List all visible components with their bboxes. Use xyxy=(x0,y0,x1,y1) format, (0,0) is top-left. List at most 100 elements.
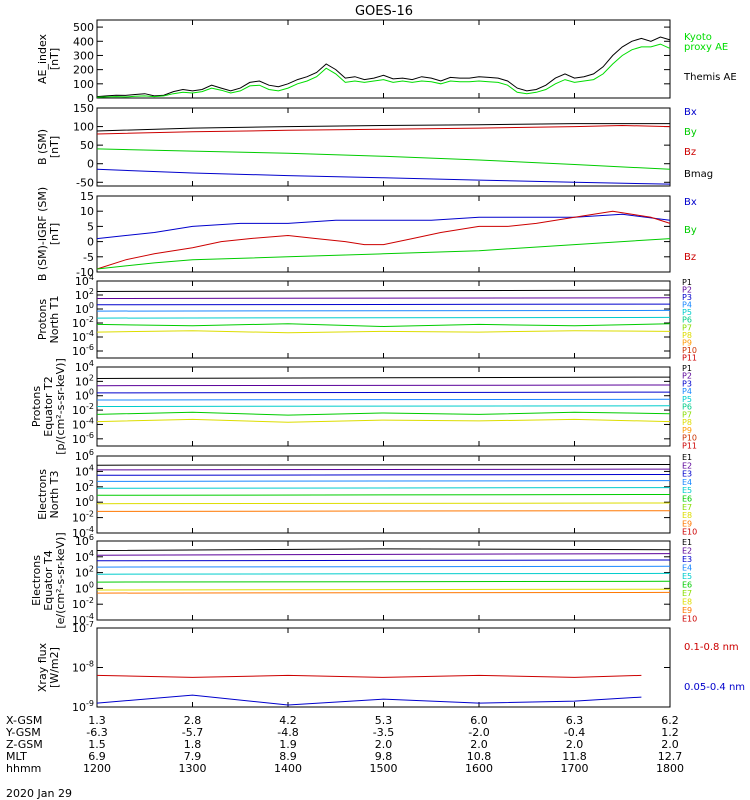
figure-title: GOES-16 xyxy=(355,4,413,19)
y-axis-label: AE_index xyxy=(36,33,49,84)
ephemeris-value: 1400 xyxy=(274,762,302,775)
legend-entry: P4 xyxy=(682,301,692,310)
ephemeris-value: -6.3 xyxy=(86,726,107,739)
y-tick-label: 300 xyxy=(73,49,94,62)
ephemeris-value: -4.8 xyxy=(277,726,298,739)
panel-frame xyxy=(96,19,671,99)
y-tick-label: 104 xyxy=(75,549,94,564)
y-tick-label: 10-4 xyxy=(72,329,94,344)
series-line xyxy=(96,559,671,562)
legend-entry: P11 xyxy=(682,353,697,362)
panel-2: -50 0 50 100 150 B (SM) [nT] Bx By Bz Bmag xyxy=(36,102,713,189)
y-tick-label: 102 xyxy=(75,479,94,494)
y-tick-label: -10 xyxy=(76,266,94,279)
y-tick-label: 15 xyxy=(80,190,94,203)
series-line xyxy=(96,213,671,240)
legend-entry: P4 xyxy=(682,387,692,396)
y-tick-label: -50 xyxy=(76,176,94,189)
legend-entry: By xyxy=(684,225,697,236)
series-line xyxy=(96,391,671,394)
legend-entry: Bx xyxy=(684,107,697,118)
y-tick-label: 0 xyxy=(87,158,94,171)
y-tick-label: 102 xyxy=(75,565,94,580)
legend-entry: E6 xyxy=(682,495,692,504)
legend-entry: E4 xyxy=(682,478,692,487)
y-axis-label: Electrons xyxy=(30,555,43,606)
series-line xyxy=(96,674,642,678)
legend-entry: P9 xyxy=(682,426,692,435)
ephemeris-value: 9.8 xyxy=(375,750,393,763)
series-line xyxy=(96,464,671,466)
panel-frame xyxy=(96,627,671,708)
ephemeris-value: 2.0 xyxy=(375,738,393,751)
y-axis-label: North T1 xyxy=(48,296,61,344)
date-label: 2020 Jan 29 xyxy=(6,787,72,800)
legend-entry: P6 xyxy=(682,403,692,412)
y-axis-label: Xray flux xyxy=(36,642,49,692)
ephemeris-value: 6.2 xyxy=(661,714,679,727)
panel-8: 10-9 10-8 10-7 Xray flux [W/m2] 0.1-0.8 nm 0.0… xyxy=(36,620,745,714)
series-line xyxy=(96,553,671,556)
legend-entry: P8 xyxy=(682,418,692,427)
series-line xyxy=(96,124,671,135)
series-line xyxy=(96,148,671,170)
y-tick-label: 10-9 xyxy=(72,699,94,714)
y-tick-label: 102 xyxy=(75,373,94,388)
legend-entry: P3 xyxy=(682,379,692,388)
y-tick-label: -5 xyxy=(83,251,94,264)
ephemeris-value: 10.8 xyxy=(467,750,492,763)
legend-entry: E9 xyxy=(682,606,692,615)
legend-entry: E2 xyxy=(682,461,692,470)
panel-frame xyxy=(96,107,671,187)
ephemeris-value: -2.0 xyxy=(468,726,489,739)
y-tick-label: 400 xyxy=(73,35,94,48)
legend-entry: E10 xyxy=(682,528,697,537)
ephemeris-row-label: MLT xyxy=(6,750,27,763)
ephemeris-value: 5.3 xyxy=(375,714,393,727)
legend-entry: 0.05-0.4 nm xyxy=(684,682,745,693)
legend-entry: E8 xyxy=(682,598,692,607)
legend-entry: E8 xyxy=(682,511,692,520)
legend-entry: P5 xyxy=(682,395,692,404)
legend-entry: E5 xyxy=(682,572,692,581)
series-line xyxy=(96,123,670,132)
y-tick-label: 104 xyxy=(75,273,94,288)
series-line xyxy=(96,405,671,407)
series-line xyxy=(96,376,671,379)
y-tick-label: 106 xyxy=(75,448,94,463)
legend-entry: P6 xyxy=(682,316,692,325)
y-tick-label: 100 xyxy=(75,580,94,595)
y-tick-label: 10-4 xyxy=(72,416,94,431)
panel-frame xyxy=(96,540,671,621)
y-tick-label: 10-4 xyxy=(72,525,94,540)
legend-entry: E10 xyxy=(682,615,697,624)
y-tick-label: 5 xyxy=(87,220,94,233)
y-tick-label: 10-2 xyxy=(72,402,94,417)
y-axis-label: [nT] xyxy=(48,223,61,245)
legend-entry: P2 xyxy=(682,372,692,381)
series-line xyxy=(96,468,671,471)
y-axis-label: [W/m2] xyxy=(48,647,61,688)
series-line xyxy=(96,309,671,312)
y-tick-label: 150 xyxy=(73,102,94,115)
y-axis-label: B (SM)-IGRF (SM) xyxy=(36,187,49,281)
ephemeris-value: 2.0 xyxy=(470,738,488,751)
y-tick-label: 0 xyxy=(87,92,94,105)
y-tick-label: 10-6 xyxy=(72,431,94,446)
ephemeris-value: 1700 xyxy=(561,762,589,775)
y-axis-label: [p/(cm²-s-sr-keV)] xyxy=(54,358,67,455)
series-line xyxy=(96,289,671,292)
legend-entry: P8 xyxy=(682,331,692,340)
legend-entry: E3 xyxy=(682,470,692,479)
series-line xyxy=(96,487,671,489)
y-tick-label: 10-6 xyxy=(72,343,94,358)
series-line xyxy=(96,323,671,328)
legend-entry: proxy AE xyxy=(684,42,728,53)
y-tick-label: 100 xyxy=(75,494,94,509)
legend-entry: P7 xyxy=(682,410,692,419)
series-line xyxy=(96,398,671,401)
y-tick-label: 0 xyxy=(87,236,94,249)
